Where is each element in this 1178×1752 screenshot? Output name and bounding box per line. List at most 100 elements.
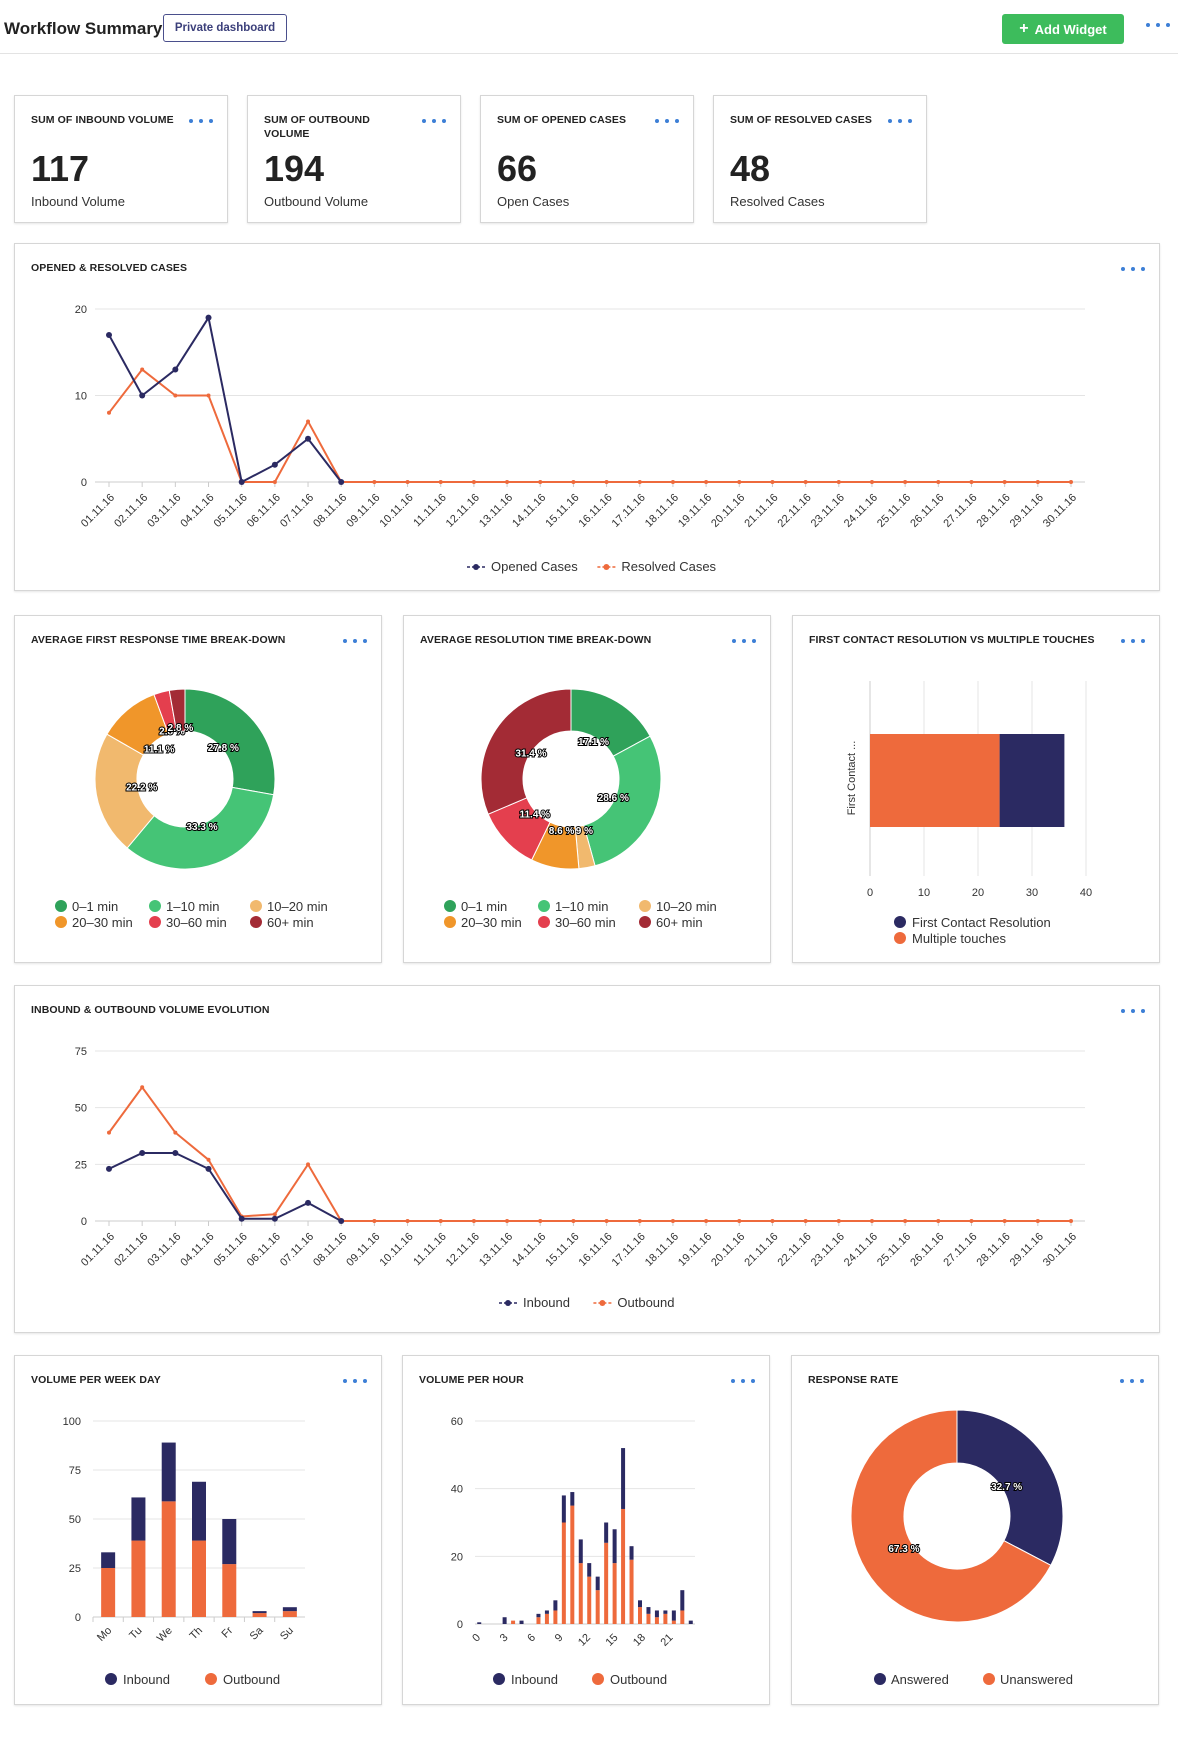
data-point bbox=[272, 1212, 277, 1217]
kpi-card-outbound: SUM OF OUTBOUND VOLUME 194 Outbound Volu… bbox=[247, 95, 461, 223]
slice-label: 2.8 % bbox=[168, 723, 194, 734]
legend-marker bbox=[983, 1673, 995, 1685]
widget-response-rate: RESPONSE RATE 32.7 % 67.3 % Answered Unansw… bbox=[791, 1355, 1159, 1705]
legend-label: Opened Cases bbox=[491, 559, 578, 574]
bar-inbound bbox=[536, 1613, 541, 1618]
y-tick-label: 0 bbox=[81, 477, 87, 489]
legend-marker bbox=[250, 900, 262, 912]
x-tick-label: 02.11.16 bbox=[112, 1231, 150, 1269]
x-tick-label: 16.11.16 bbox=[577, 1231, 615, 1269]
series-line-opened-cases bbox=[108, 315, 343, 484]
data-point bbox=[306, 419, 311, 424]
legend-label: 1–10 min bbox=[555, 899, 608, 914]
slice-label: 31.4 % bbox=[515, 749, 546, 760]
legend-label: Outbound bbox=[223, 1672, 280, 1687]
data-point bbox=[770, 480, 775, 484]
data-point bbox=[405, 480, 410, 484]
x-tick-label: 29.11.16 bbox=[1008, 1231, 1046, 1269]
dashboard-more-icon[interactable] bbox=[1146, 18, 1170, 32]
x-tick-label: 01.11.16 bbox=[79, 1231, 117, 1269]
more-icon[interactable] bbox=[888, 114, 912, 128]
x-tick-label: 26.11.16 bbox=[908, 492, 946, 530]
more-icon[interactable] bbox=[1121, 262, 1145, 276]
kpi-label: Outbound Volume bbox=[264, 194, 369, 209]
widget-fcr: FIRST CONTACT RESOLUTION VS MULTIPLE TOU… bbox=[792, 615, 1160, 963]
bar-inbound bbox=[570, 1492, 575, 1506]
data-point bbox=[505, 1219, 510, 1223]
legend-marker bbox=[599, 1300, 606, 1306]
legend-marker bbox=[55, 900, 67, 912]
data-point bbox=[173, 393, 178, 398]
x-tick-label: 07.11.16 bbox=[278, 1231, 316, 1269]
x-tick-label: 03.11.16 bbox=[145, 1231, 183, 1269]
more-icon[interactable] bbox=[1121, 1004, 1145, 1018]
more-icon[interactable] bbox=[422, 114, 446, 128]
x-tick-label: 23.11.16 bbox=[809, 492, 847, 530]
bar-inbound bbox=[561, 1495, 566, 1523]
private-dashboard-button[interactable]: Private dashboard bbox=[163, 14, 287, 42]
widget-hour: VOLUME PER HOUR 0 20 40 60 0 3 6 9 12 15 18 21 Inbou… bbox=[402, 1355, 770, 1705]
more-icon[interactable] bbox=[655, 114, 679, 128]
response-rate-donut: 32.7 % 67.3 % Answered Unanswered bbox=[850, 1409, 1073, 1687]
data-point bbox=[372, 1219, 377, 1223]
slice-1-10-min bbox=[583, 735, 662, 867]
x-tick-label: 12.11.16 bbox=[444, 1231, 482, 1269]
x-tick-label: 06.11.16 bbox=[245, 1231, 283, 1269]
more-icon[interactable] bbox=[1121, 634, 1145, 648]
more-icon[interactable] bbox=[343, 1374, 367, 1388]
x-tick-label: 12.11.16 bbox=[444, 492, 482, 530]
legend-label: 30–60 min bbox=[555, 915, 616, 930]
data-point bbox=[238, 479, 245, 485]
data-point bbox=[338, 479, 345, 485]
bar-inbound bbox=[252, 1611, 267, 1614]
more-icon[interactable] bbox=[732, 634, 756, 648]
slice-60-min bbox=[480, 688, 572, 815]
add-widget-button[interactable]: + Add Widget bbox=[1002, 14, 1124, 44]
y-tick-label: 25 bbox=[69, 1563, 81, 1575]
bar-inbound bbox=[282, 1607, 297, 1612]
more-icon[interactable] bbox=[343, 634, 367, 648]
x-tick-label: 10 bbox=[918, 887, 930, 899]
bar-outbound bbox=[629, 1559, 634, 1624]
x-tick-label: 19.11.16 bbox=[676, 492, 714, 530]
legend-marker bbox=[639, 916, 651, 928]
slice-label: 67.3 % bbox=[888, 1544, 919, 1555]
data-point bbox=[106, 331, 112, 338]
bar-outbound bbox=[101, 1568, 116, 1617]
bar-outbound bbox=[671, 1620, 676, 1624]
data-point bbox=[140, 1085, 145, 1090]
bar-outbound bbox=[222, 1564, 237, 1617]
data-point bbox=[471, 480, 476, 484]
slice-label: 27.8 % bbox=[208, 743, 239, 754]
data-point bbox=[1069, 480, 1073, 484]
more-icon[interactable] bbox=[731, 1374, 755, 1388]
x-tick-label: 25.11.16 bbox=[875, 1231, 913, 1269]
x-tick-label: We bbox=[155, 1625, 175, 1645]
data-point bbox=[803, 480, 808, 484]
slice-60-min bbox=[168, 688, 186, 733]
legend-label: Outbound bbox=[617, 1295, 674, 1310]
x-tick-label: 30.11.16 bbox=[1041, 492, 1079, 530]
x-tick-label: 21.11.16 bbox=[742, 1231, 780, 1269]
bar-inbound bbox=[688, 1620, 693, 1624]
bar-inbound bbox=[477, 1622, 482, 1624]
bar-outbound bbox=[680, 1610, 685, 1624]
x-tick-label: 0 bbox=[470, 1632, 483, 1645]
add-widget-label: Add Widget bbox=[1034, 21, 1107, 37]
legend-label: Outbound bbox=[610, 1672, 667, 1687]
legend-label: 10–20 min bbox=[267, 899, 328, 914]
data-point bbox=[107, 1130, 111, 1135]
legend-marker bbox=[205, 1673, 217, 1685]
more-icon[interactable] bbox=[189, 114, 213, 128]
x-tick-label: 22.11.16 bbox=[776, 1231, 814, 1269]
legend-marker bbox=[592, 1673, 604, 1685]
data-point bbox=[1035, 480, 1040, 484]
first-response-donut: 27.8 %33.3 %22.2 %11.1 %2.8 %2.8 %0–1 mi… bbox=[55, 688, 328, 930]
kpi-value: 194 bbox=[264, 148, 325, 189]
legend-label: 30–60 min bbox=[166, 915, 227, 930]
data-point bbox=[1069, 1219, 1073, 1223]
data-point bbox=[471, 1219, 476, 1223]
slice-label: 11.4 % bbox=[519, 809, 550, 820]
bar-inbound bbox=[519, 1620, 524, 1624]
more-icon[interactable] bbox=[1120, 1374, 1144, 1388]
